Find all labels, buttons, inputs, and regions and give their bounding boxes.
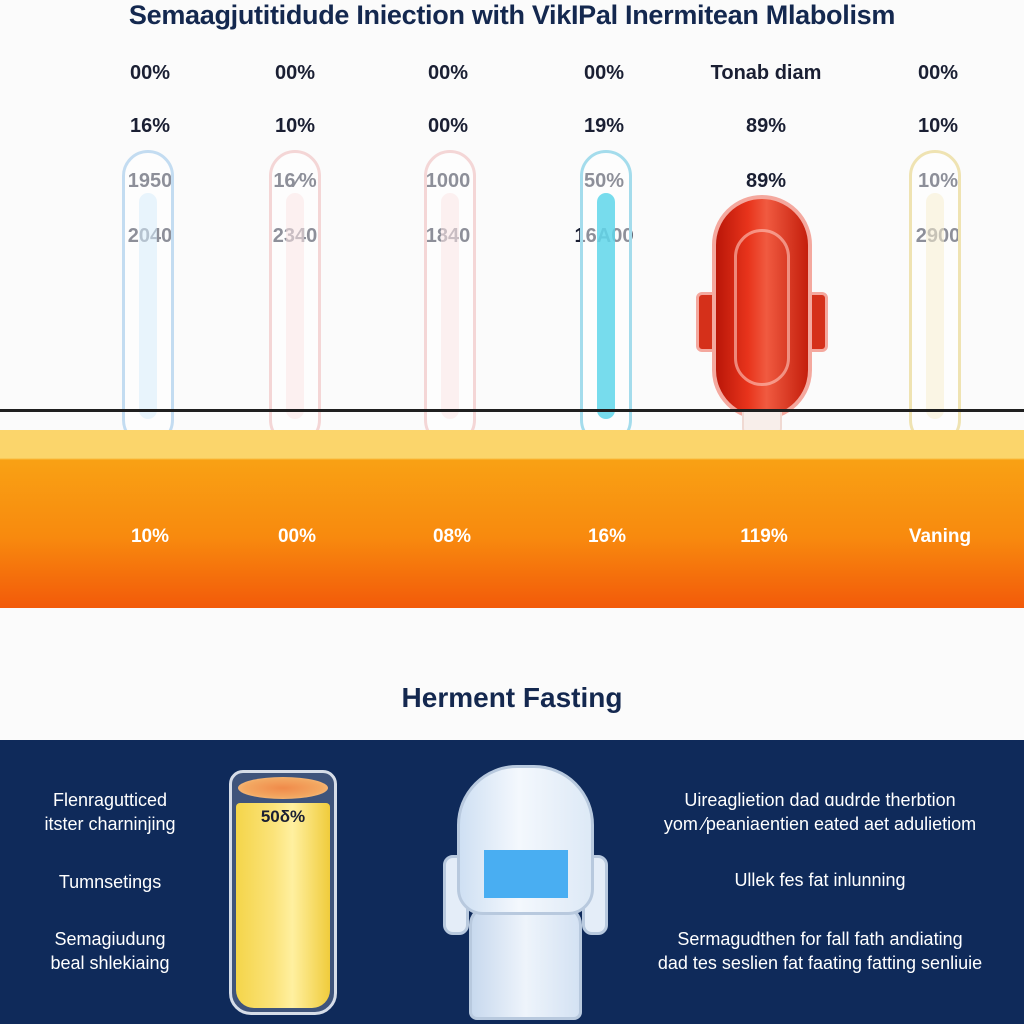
left-item-line: Flenragutticed — [52, 790, 168, 810]
glass-rim — [238, 777, 328, 799]
page-title: Semaagjutitidude Iniection with VikIPal … — [128, 0, 896, 30]
left-item-1: Flenragutticed itster charninjing — [20, 788, 200, 836]
gradient-band — [0, 430, 1024, 608]
col-value-2: 89% — [745, 115, 787, 137]
right-item-line: Sermagudthen for fall fath andiating — [677, 929, 963, 949]
right-item-line: dad tes seslien fat faating fatting senl… — [657, 953, 983, 973]
red-capsule-icon — [712, 195, 812, 420]
tube-fill — [286, 193, 304, 419]
tube-3 — [424, 150, 476, 446]
left-item-line: Tumnsetings — [58, 872, 162, 892]
tube-2 — [269, 150, 321, 446]
tube-fill — [597, 193, 615, 419]
col-value-1: 00% — [583, 62, 625, 84]
col-value-3: 89% — [745, 170, 787, 192]
device-body — [469, 905, 582, 1020]
col-value-1: 00% — [427, 62, 469, 84]
tube-6 — [909, 150, 961, 446]
device-head — [457, 765, 594, 915]
capsule-highlight — [734, 229, 790, 386]
col-value-2: 19% — [583, 115, 625, 137]
band-value-5: 119% — [740, 526, 788, 547]
tube-fill — [441, 193, 459, 419]
tube-fill — [926, 193, 944, 419]
right-item-line: Uireaglietion dad ɑudrde therbtion — [684, 790, 956, 810]
column-5: Tonab diam 89% 89% — [686, 55, 846, 275]
tube-4 — [580, 150, 632, 446]
right-item-line: yom ⁄peaniaentien eated aet adulietiom — [663, 814, 977, 834]
left-item-3: Semagiudung beal shlekiaing — [20, 927, 200, 975]
col-value-1: 00% — [917, 62, 959, 84]
band-value-2: 00% — [277, 526, 317, 547]
section-title: Herment Fasting — [401, 682, 623, 713]
left-item-line: Semagiudung — [54, 929, 166, 949]
col-value-1: 00% — [274, 62, 316, 84]
col-value-2: 16% — [129, 115, 171, 137]
right-item-1: Uireaglietion dad ɑudrde therbtion yom ⁄… — [640, 788, 1000, 836]
right-item-2: Ullek fes fat inlunning — [640, 868, 1000, 892]
left-item-line: beal shlekiaing — [50, 953, 170, 973]
col-value-1: 00% — [129, 62, 171, 84]
device-screen — [484, 850, 568, 898]
glass-percent: 50δ% — [260, 807, 306, 826]
right-item-line: Ullek fes fat inlunning — [734, 870, 906, 890]
left-item-2: Tumnsetings — [20, 870, 200, 894]
glass-icon: 50δ% — [229, 770, 337, 1015]
col-value-1: Tonab diam — [710, 62, 822, 84]
baseline-divider — [0, 409, 1024, 412]
band-value-4: 16% — [587, 526, 627, 547]
right-item-3: Sermagudthen for fall fath andiating dad… — [640, 927, 1000, 975]
band-value-6: Vaning — [908, 526, 972, 547]
tube-1 — [122, 150, 174, 446]
col-value-2: 00% — [427, 115, 469, 137]
injection-device-icon — [443, 765, 608, 1020]
band-value-1: 10% — [130, 526, 170, 547]
left-item-line: itster charninjing — [44, 814, 176, 834]
glass-liquid — [236, 803, 330, 1008]
col-value-2: 10% — [917, 115, 959, 137]
band-value-3: 08% — [432, 526, 472, 547]
tube-fill — [139, 193, 157, 419]
col-value-2: 10% — [274, 115, 316, 137]
